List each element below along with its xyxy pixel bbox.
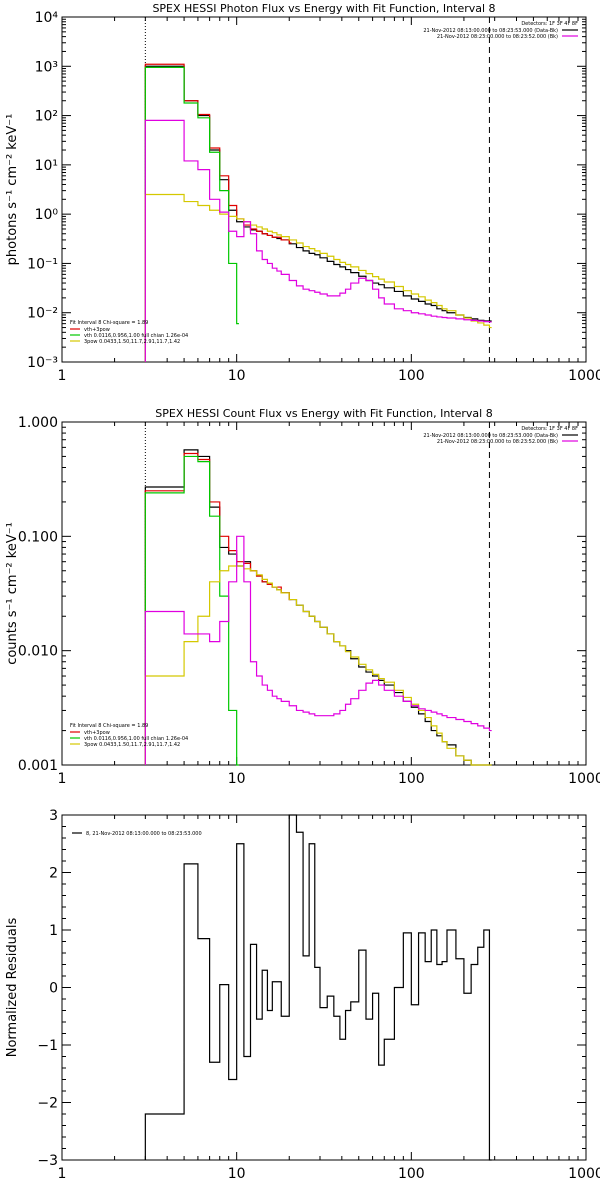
y-tick-label: 0.010	[18, 644, 58, 660]
y-tick-label: 3	[49, 808, 58, 824]
y-tick-label: −2	[37, 1096, 58, 1112]
plot-frame-1	[61, 16, 587, 363]
x-tick-label: 1000	[568, 368, 600, 384]
y-tick-label: 10⁰	[35, 207, 59, 223]
legend-top-left-3-entry: 8, 21-Nov-2012 08:13:00.000 to 08:23:53.…	[86, 831, 202, 837]
series-1-2	[144, 63, 292, 362]
y-tick-label: 1	[49, 923, 58, 939]
series-3-1	[144, 814, 492, 1161]
y-tick-label: 10⁻³	[27, 355, 58, 371]
legend-top-right-1-header: Detectors: 1F 3F 4F 8F	[521, 21, 578, 27]
legend-top-right-2-entry: 21-Nov-2012 08:23:00.000 to 08:23:52.000…	[437, 439, 558, 445]
legend-top-right-2-entry: 21-Nov-2012 08:13:00.000 to 08:23:53.000…	[423, 433, 558, 439]
x-tick-label: 10	[228, 368, 246, 384]
x-tick-label: 100	[398, 368, 425, 384]
series-1-1	[144, 65, 492, 362]
legend-top-right-2-header: Detectors: 1F 3F 4F 8F	[521, 426, 578, 432]
legend-bottom-left-1-entry: 3pow 0.0433,1.50,11.7,2.91,11.7,1.42	[84, 339, 180, 345]
chart-title-2: SPEX HESSI Count Flux vs Energy with Fit…	[155, 407, 492, 420]
x-tick-label: 1	[58, 368, 67, 384]
y-tick-label: 10⁴	[35, 10, 59, 26]
series-2-1	[144, 449, 492, 766]
series-1-4	[144, 193, 492, 362]
y-tick-label: 0.100	[18, 529, 58, 545]
x-tick-label: 100	[398, 771, 425, 787]
plot-frame-3	[61, 814, 587, 1161]
x-tick-label: 1000	[568, 1166, 600, 1182]
x-tick-label: 100	[398, 1166, 425, 1182]
y-tick-label: −1	[37, 1038, 58, 1054]
series-2-3	[144, 455, 239, 766]
series-2-4	[144, 565, 492, 766]
legend-bottom-left-1-entry: vth 0.0116,0.956,1.00 full chian 1.26e-0…	[84, 333, 188, 339]
series-2-2	[144, 452, 292, 765]
y-tick-label: 10³	[35, 59, 58, 75]
y-tick-label: 1.000	[18, 415, 58, 431]
y-axis-label-2: counts s⁻¹ cm⁻² keV⁻¹	[5, 522, 20, 665]
y-axis-label-1: photons s⁻¹ cm⁻² keV⁻¹	[5, 114, 20, 266]
legend-bottom-left-2-entry: 3pow 0.0433,1.50,11.7,2.91,11.7,1.42	[84, 742, 180, 748]
x-tick-label: 10	[228, 1166, 246, 1182]
y-tick-label: 0	[49, 981, 58, 997]
y-tick-label: −3	[37, 1153, 58, 1169]
legend-bottom-left-2-entry: vth+3pow	[84, 730, 110, 736]
y-tick-label: 10⁻²	[27, 306, 58, 322]
legend-top-right-1-entry: 21-Nov-2012 08:13:00.000 to 08:23:53.000…	[423, 28, 558, 34]
series-1-3	[144, 66, 239, 362]
legend-top-right-1-entry: 21-Nov-2012 08:23:00.000 to 08:23:52.000…	[437, 34, 558, 40]
chart-title-1: SPEX HESSI Photon Flux vs Energy with Fi…	[152, 2, 495, 15]
y-tick-label: 10¹	[35, 158, 58, 174]
y-tick-label: 10⁻¹	[27, 256, 58, 272]
series-2-5	[144, 535, 492, 765]
y-tick-label: 2	[49, 866, 58, 882]
x-tick-label: 1000	[568, 771, 600, 787]
x-tick-label: 1	[58, 1166, 67, 1182]
plot-frame-2	[61, 421, 587, 766]
y-tick-label: 10²	[35, 109, 58, 125]
legend-bottom-left-2-header: Fit Interval 8 Chi-square = 1.89	[70, 723, 148, 729]
x-tick-label: 10	[228, 771, 246, 787]
series-1-5	[144, 119, 492, 362]
legend-bottom-left-1-entry: vth+3pow	[84, 327, 110, 333]
x-tick-label: 1	[58, 771, 67, 787]
legend-bottom-left-2-entry: vth 0.0116,0.956,1.00 full chian 1.26e-0…	[84, 736, 188, 742]
y-tick-label: 0.001	[18, 758, 58, 774]
y-axis-label-3: Normalized Residuals	[5, 918, 20, 1058]
legend-bottom-left-1-header: Fit Interval 8 Chi-square = 1.89	[70, 320, 148, 326]
